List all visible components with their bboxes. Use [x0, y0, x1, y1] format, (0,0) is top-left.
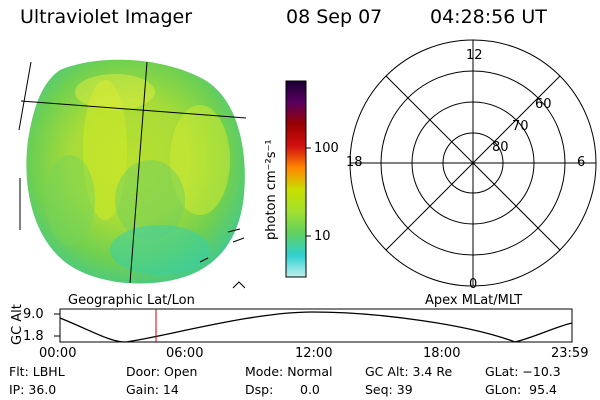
date-label: 08 Sep 07 [286, 6, 383, 28]
mlt-label-6: 6 [577, 155, 586, 170]
geographic-caption: Geographic Lat/Lon [68, 293, 195, 308]
door-info: Door: Open [126, 364, 198, 379]
colorbar-unit-label: photon cm⁻²s⁻¹ [264, 139, 279, 240]
apex-caption: Apex MLat/MLT [425, 293, 523, 308]
uv-image-disk [18, 59, 247, 289]
time-tick-06: 06:00 [166, 346, 204, 361]
gain-info: Gain: 14 [126, 382, 179, 397]
colorbar-tick-100: 100 [314, 141, 339, 156]
time-label: 04:28:56 UT [430, 6, 547, 28]
ip-info: IP: 36.0 [9, 382, 57, 397]
mlt-label-0: 0 [469, 277, 478, 292]
colorbar [286, 81, 306, 277]
time-tick-12: 12:00 [295, 346, 333, 361]
glat-info: GLat: −10.3 [485, 364, 561, 379]
mode-info: Mode: Normal [245, 364, 333, 379]
altitude-plot [54, 308, 573, 343]
gc-alt-info: GC Alt: 3.4 Re [365, 364, 453, 379]
filter-info: Flt: LBHL [9, 364, 65, 379]
glon-info: GLon: 95.4 [485, 382, 557, 397]
colorbar-tick-10: 10 [314, 229, 331, 244]
polar-plot [349, 39, 597, 287]
lat-label-60: 60 [535, 97, 552, 112]
colorbar-frame [285, 80, 307, 278]
lat-label-70: 70 [512, 119, 529, 134]
mlt-label-12: 12 [466, 48, 483, 63]
longitude-line [129, 61, 148, 284]
lat-label-80: 80 [492, 140, 509, 155]
latitude-line [20, 100, 247, 119]
time-tick-00: 00:00 [39, 346, 77, 361]
colorbar-gradient [286, 81, 306, 277]
seq-info: Seq: 39 [365, 382, 413, 397]
longitude-line-west [18, 61, 32, 131]
dsp-label: Dsp: [245, 382, 274, 397]
dsp-value: 0.0 [300, 382, 320, 397]
mlt-label-18: 18 [346, 155, 363, 170]
time-tick-end: 23:59 [551, 346, 589, 361]
altitude-tick-1-8: 1.8 [23, 329, 44, 344]
time-tick-18: 18:00 [423, 346, 461, 361]
instrument-title: Ultraviolet Imager [20, 6, 193, 28]
altitude-tick-9: 9.0 [23, 307, 44, 322]
